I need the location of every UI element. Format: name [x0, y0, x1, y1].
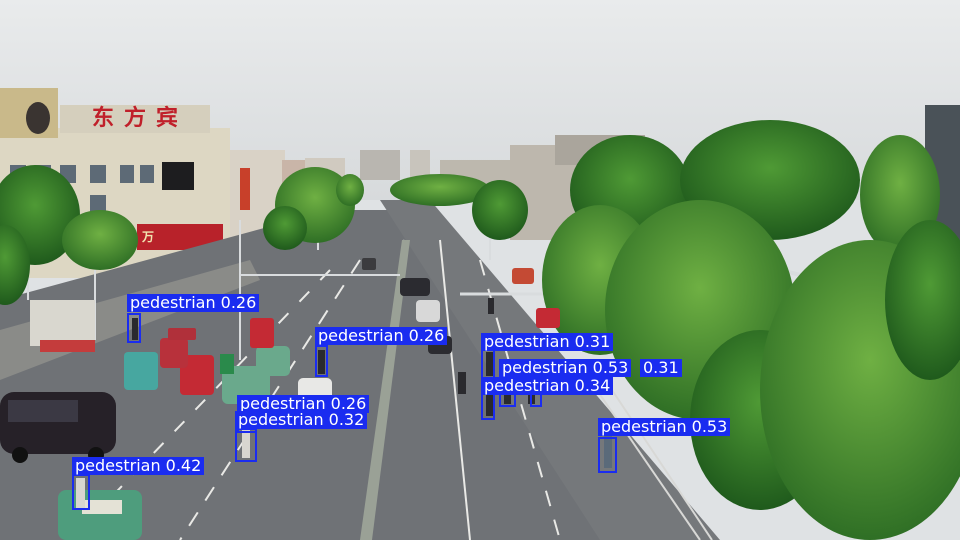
detection-box — [315, 345, 328, 377]
detection-label: pedestrian 0.26 — [315, 327, 448, 345]
detection-label: 0.31 — [640, 359, 682, 377]
black-screen — [162, 162, 194, 190]
detection-label: pedestrian 0.31 — [481, 333, 614, 351]
detection-label: pedestrian 0.26 — [127, 294, 260, 312]
detection-label: pedestrian 0.53 — [499, 359, 632, 377]
detection-box — [235, 428, 257, 462]
taxi-bottom — [58, 490, 142, 540]
vehicles — [0, 258, 560, 540]
detection-label: pedestrian 0.53 — [598, 418, 731, 436]
median-green — [360, 240, 410, 540]
red-shop-sign-text: 万 — [142, 230, 155, 244]
detection-label: pedestrian 0.32 — [235, 411, 368, 429]
detection-label: pedestrian 0.42 — [72, 457, 205, 475]
detection-box — [481, 393, 495, 420]
detection-box — [127, 313, 141, 343]
rooftop-sign: 东方宾 — [92, 105, 189, 131]
trees-left — [0, 165, 364, 305]
detection-box — [598, 437, 617, 473]
detection-label: pedestrian 0.26 — [237, 395, 370, 413]
detection-label: pedestrian 0.34 — [481, 377, 614, 395]
detection-box — [481, 349, 495, 379]
taxi-center — [222, 366, 270, 404]
railing — [589, 371, 713, 540]
detection-box — [72, 474, 90, 510]
